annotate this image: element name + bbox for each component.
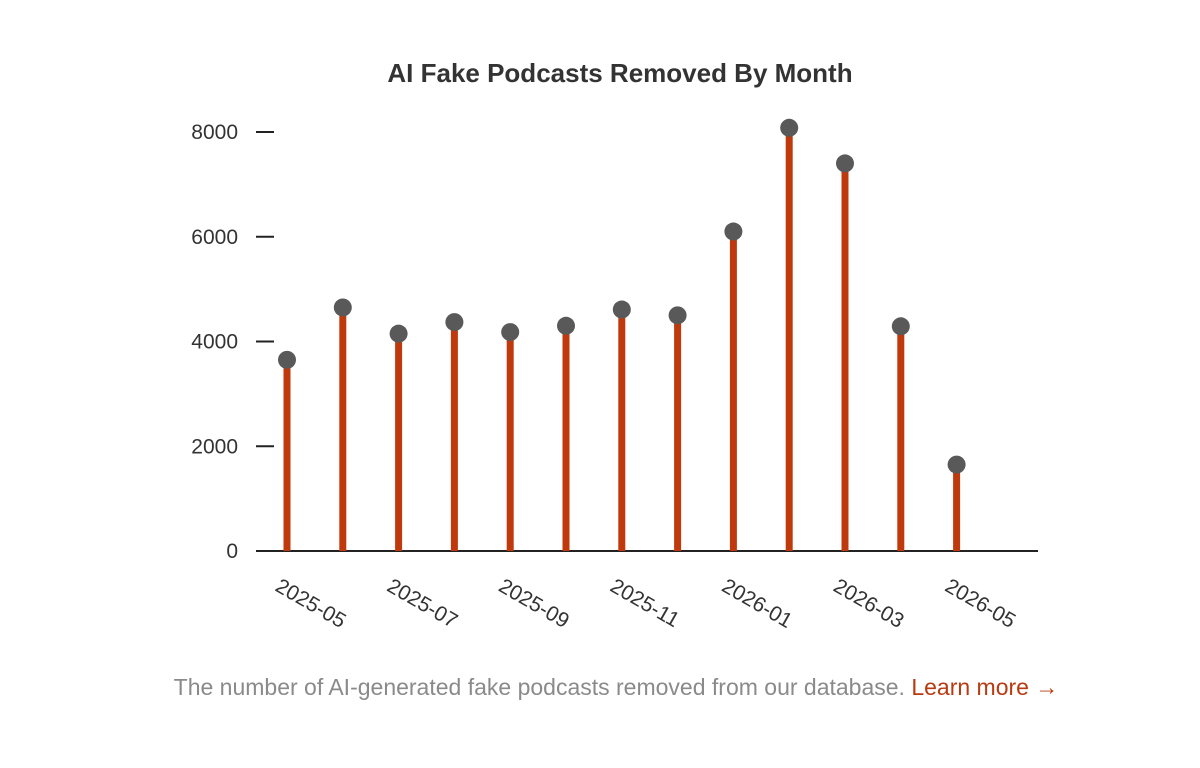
lollipop-marker	[891, 317, 910, 336]
x-tick-label: 2025-09	[495, 574, 573, 632]
x-axis: 2025-05 2025-07 2025-09 2025-11 2026-01 2026-…	[256, 550, 1038, 633]
y-tick-label: 8000	[191, 121, 238, 144]
y-tick-label: 0	[226, 540, 238, 563]
y-tick-label: 2000	[191, 435, 238, 458]
x-tick-label: 2025-07	[383, 574, 461, 632]
lollipop-marker	[947, 455, 966, 474]
markers	[278, 118, 966, 474]
lollipop-marker	[445, 313, 464, 332]
lollipop-marker	[557, 316, 575, 335]
caption-text: The number of AI-generated fake podcasts…	[173, 674, 905, 700]
x-tick-label: 2025-05	[272, 574, 350, 632]
lollipop-marker	[278, 350, 296, 369]
y-tick-label: 4000	[191, 331, 238, 354]
x-tick-label: 2026-03	[830, 574, 908, 632]
y-axis: 0 2000 4000 6000 8000	[191, 121, 274, 563]
lollipop-marker	[501, 323, 520, 342]
learn-more-link[interactable]: Learn more →	[911, 674, 1059, 700]
stems	[283, 127, 961, 551]
x-tick-label: 2025-11	[606, 574, 683, 632]
chart-title: AI Fake Podcasts Removed By Month	[387, 58, 852, 88]
lollipop-marker	[780, 118, 799, 137]
chart-caption: The number of AI-generated fake podcasts…	[0, 674, 1200, 701]
x-tick-label: 2026-05	[941, 574, 1019, 632]
y-tick-label: 6000	[191, 226, 238, 249]
lollipop-marker	[389, 324, 408, 343]
lollipop-marker	[612, 300, 631, 319]
lollipop-marker	[333, 298, 352, 317]
lollipop-marker	[724, 222, 743, 241]
lollipop-chart: AI Fake Podcasts Removed By Month 0 2000 4…	[191, 58, 1038, 633]
lollipop-marker	[668, 306, 687, 325]
x-tick-label: 2026-01	[718, 574, 796, 632]
lollipop-marker	[836, 154, 854, 173]
